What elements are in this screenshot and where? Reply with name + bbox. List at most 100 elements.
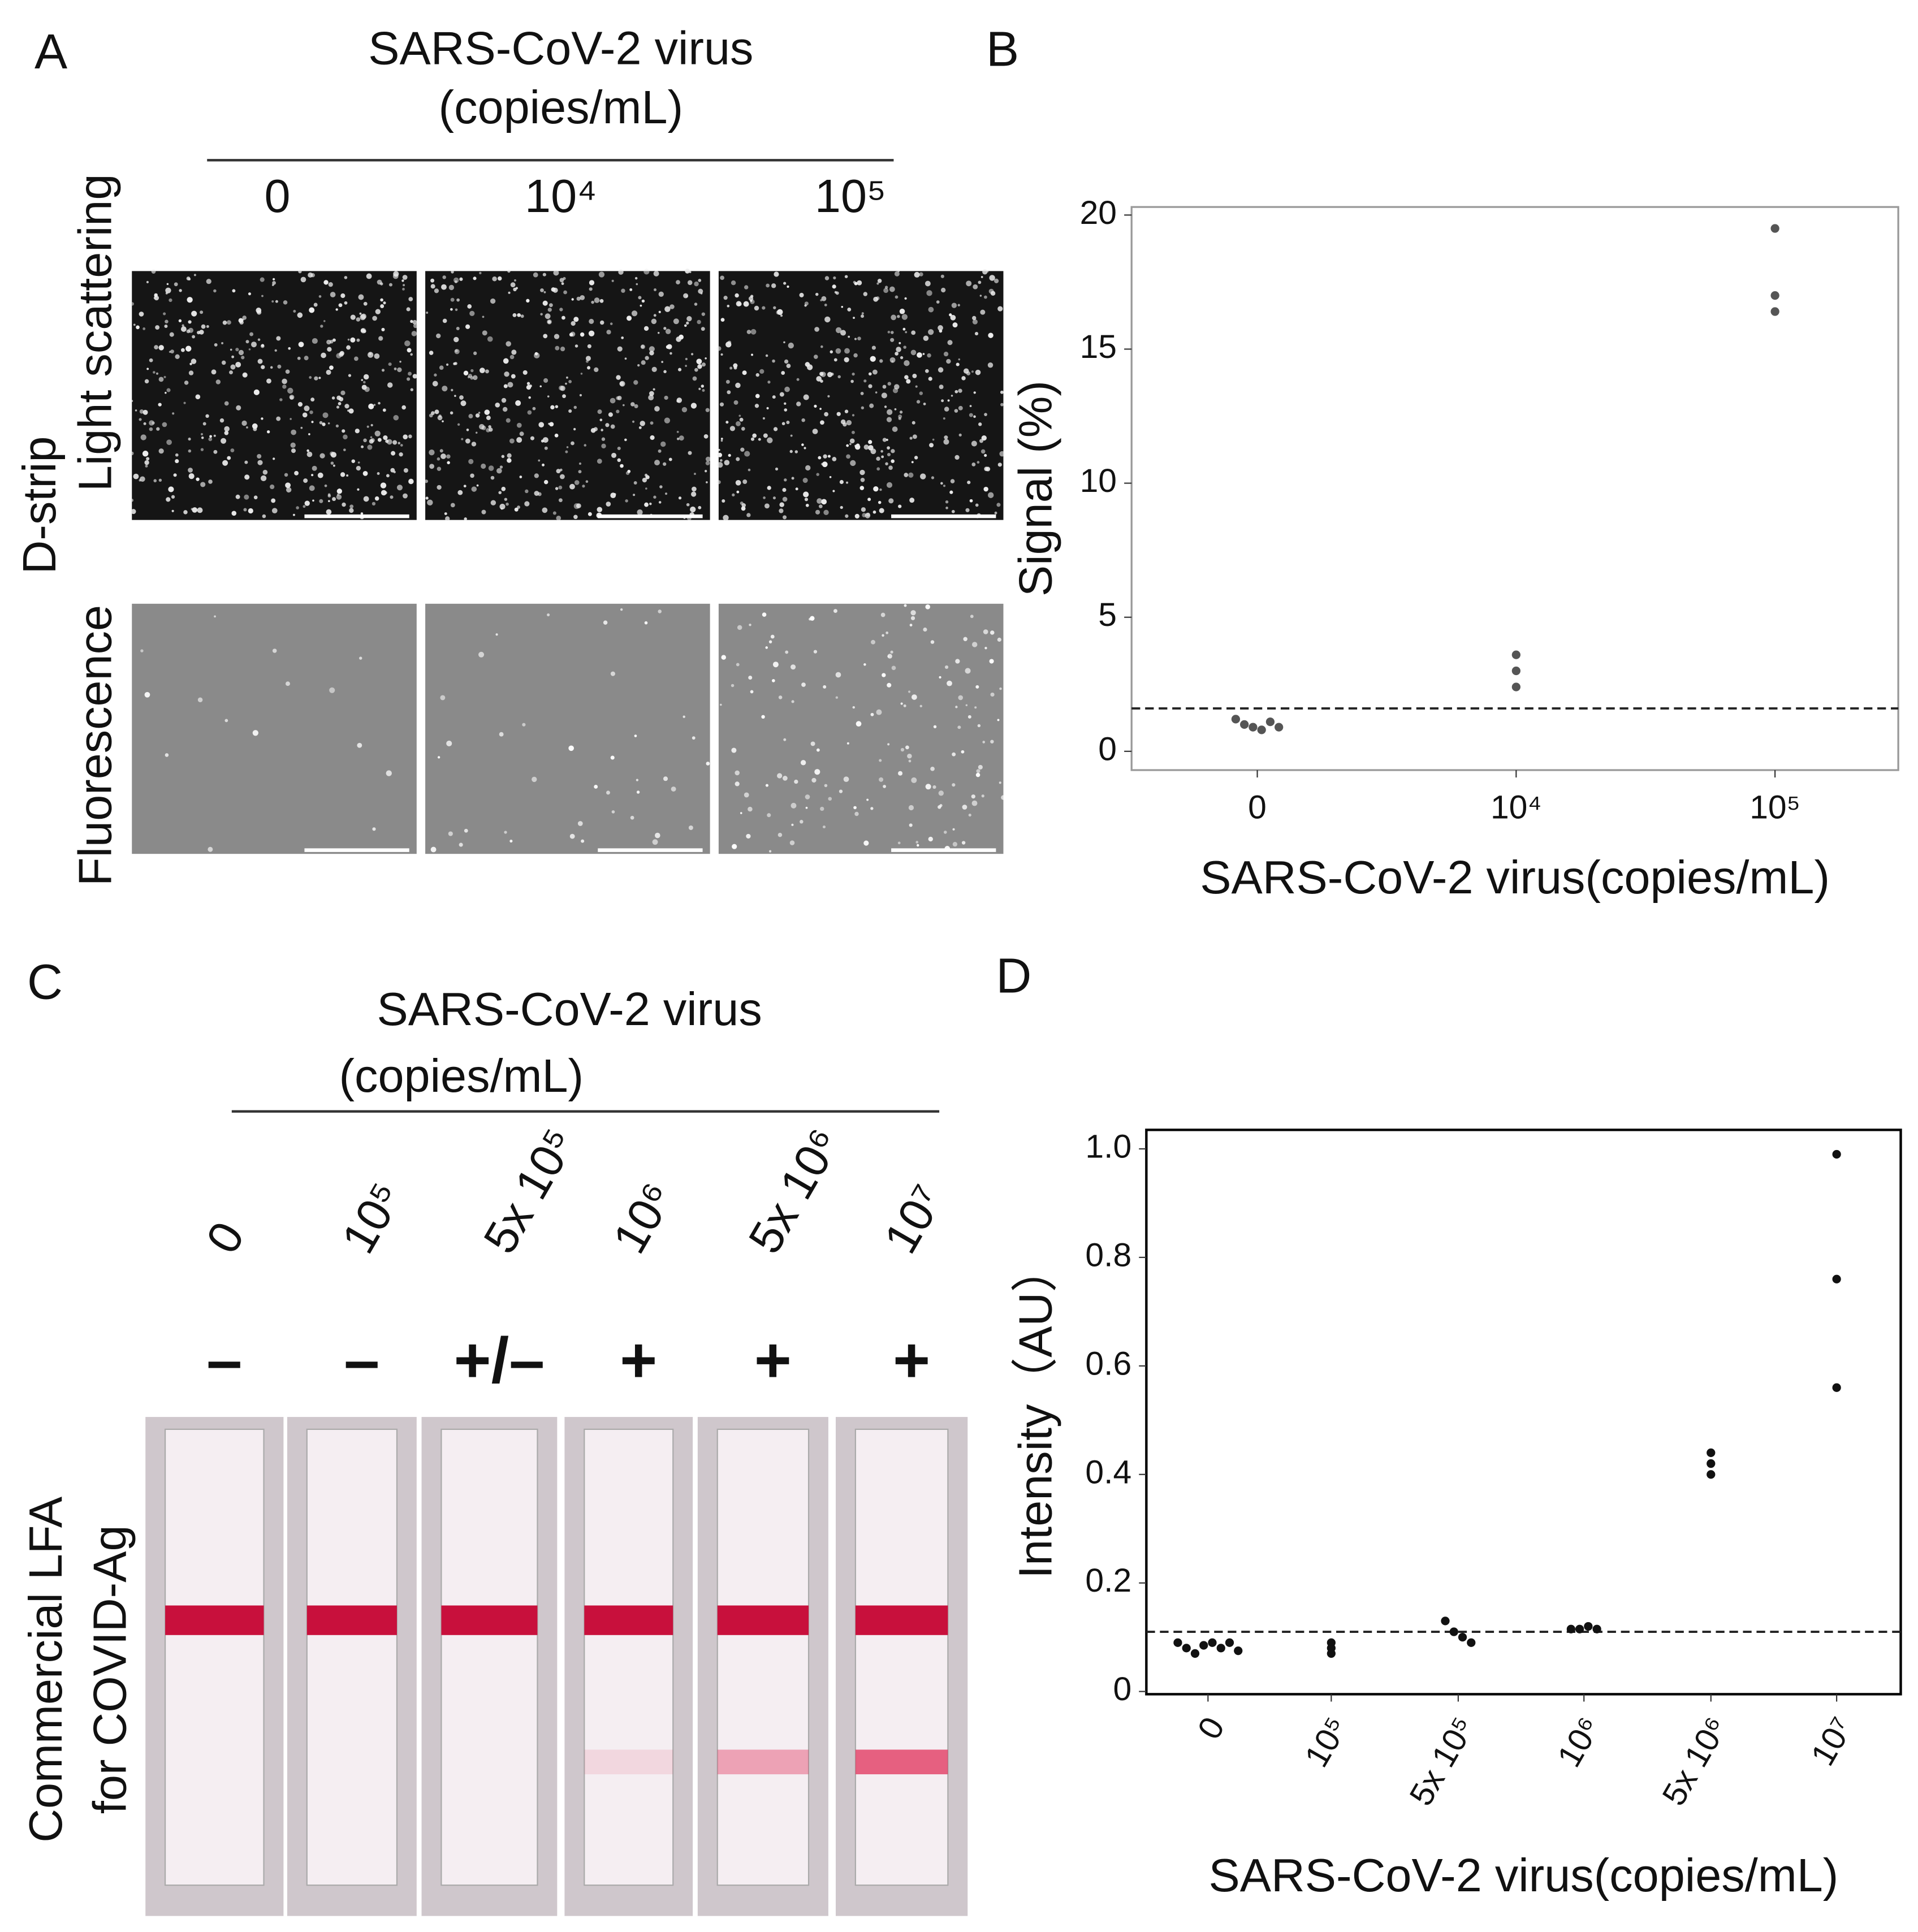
data-point [1231, 715, 1241, 724]
speckle [329, 340, 334, 344]
speckle [649, 502, 652, 505]
speckle [654, 406, 660, 412]
speckle [742, 370, 747, 375]
speckle [318, 377, 321, 379]
speckle [904, 473, 909, 477]
speckle [144, 691, 150, 698]
speckle [359, 656, 362, 660]
speckle [887, 446, 891, 450]
speckle [573, 405, 577, 409]
control-line [441, 1605, 538, 1635]
speckle [189, 362, 192, 365]
speckle [801, 682, 806, 687]
speckle [272, 649, 277, 653]
speckle [238, 349, 244, 356]
speckle [403, 493, 408, 499]
speckle [961, 841, 966, 845]
speckle [657, 331, 660, 334]
speckle [835, 348, 841, 354]
speckle [938, 805, 941, 809]
speckle [685, 269, 690, 274]
speckle [909, 498, 915, 503]
speckle [310, 273, 315, 278]
speckle [629, 288, 633, 291]
speckle [425, 496, 429, 500]
speckle [540, 313, 543, 316]
speckle [282, 378, 287, 384]
speckle [810, 741, 815, 746]
speckle [740, 812, 742, 814]
y-tick-label: 20 [1080, 195, 1117, 231]
speckle [962, 805, 967, 810]
strip [584, 1428, 674, 1886]
speckle [328, 282, 333, 287]
speckle [377, 472, 380, 475]
speckle [445, 516, 450, 521]
speckle [879, 508, 884, 513]
speckle [915, 385, 918, 388]
speckle [938, 790, 944, 796]
panel-letter: B [986, 22, 1019, 77]
speckle [741, 427, 745, 431]
speckle [767, 813, 771, 818]
speckle [560, 474, 565, 479]
speckle [388, 362, 392, 366]
speckle [805, 465, 811, 471]
speckle [735, 479, 741, 486]
speckle [897, 841, 901, 845]
speckle [213, 434, 216, 437]
data-point [1327, 1649, 1336, 1658]
speckle [448, 831, 453, 836]
speckle [589, 318, 594, 325]
speckle [653, 495, 656, 499]
speckle [224, 401, 229, 406]
speckle [188, 468, 193, 473]
speckle [547, 320, 551, 324]
speckle [908, 805, 914, 811]
speckle [690, 403, 697, 409]
speckle [928, 329, 934, 335]
speckle [149, 427, 153, 431]
speckle [871, 345, 876, 350]
speckle [835, 327, 842, 334]
speckle [984, 453, 987, 457]
speckle [952, 322, 958, 328]
speckle [429, 464, 435, 469]
speckle [725, 342, 732, 348]
speckle [380, 282, 383, 286]
speckle [357, 461, 360, 464]
speckle [403, 284, 405, 287]
speckle [601, 429, 603, 431]
row-label: Fluorescence [68, 605, 121, 886]
speckle [155, 325, 160, 330]
speckle [547, 308, 552, 312]
speckle [410, 353, 413, 356]
speckle [889, 286, 895, 292]
strip [716, 1428, 810, 1886]
data-point [1584, 1622, 1593, 1631]
speckle [450, 297, 455, 302]
speckle [507, 453, 512, 458]
speckle [910, 616, 915, 620]
speckle [940, 482, 943, 485]
speckle [168, 486, 174, 492]
speckle [221, 342, 224, 345]
speckle [143, 422, 146, 425]
speckle [547, 395, 550, 397]
speckle [765, 784, 769, 787]
speckle [755, 373, 759, 377]
speckle [492, 276, 497, 282]
speckle [691, 353, 694, 356]
speckle [473, 351, 477, 355]
speckle [284, 473, 288, 477]
speckle [997, 306, 1003, 312]
speckle [343, 434, 348, 440]
speckle [762, 417, 765, 420]
speckle [666, 345, 670, 349]
speckle [468, 414, 473, 419]
speckle [767, 437, 773, 443]
speckle [507, 269, 511, 273]
speckle [887, 331, 891, 334]
speckle [912, 434, 917, 439]
speckle [275, 300, 278, 303]
